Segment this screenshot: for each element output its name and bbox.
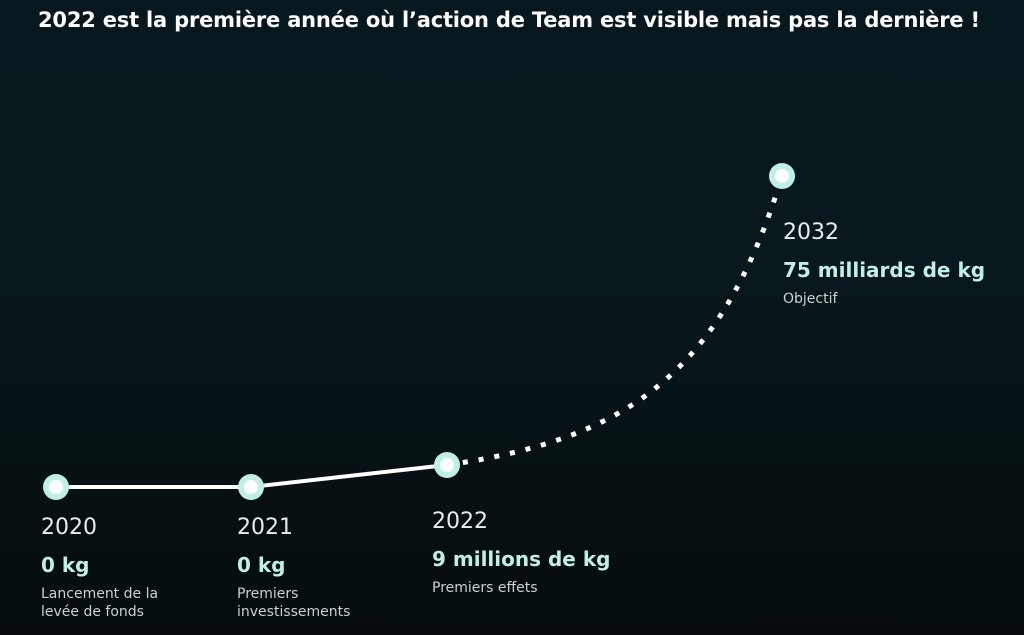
- milestone-node-2032: [769, 163, 795, 189]
- milestone-node-2022: [434, 452, 460, 478]
- milestone-caption-line: Lancement de la: [41, 586, 159, 602]
- milestone-2020: 2020 0 kg Lancement de la levée de fonds: [41, 515, 281, 621]
- milestone-node-2020: [43, 474, 69, 500]
- milestone-year: 2021: [237, 515, 293, 540]
- milestone-year: 2032: [783, 220, 839, 245]
- milestone-year: 2022: [432, 509, 488, 534]
- milestone-amount: 0 kg: [237, 553, 286, 577]
- milestone-2021: 2021 0 kg Premiers investissements: [237, 515, 477, 621]
- page-title: 2022 est la première année où l’action d…: [38, 8, 980, 32]
- milestone-caption: Objectif: [783, 290, 1023, 308]
- milestone-2032: 2032 75 milliards de kg Objectif: [783, 220, 1023, 308]
- milestone-year: 2020: [41, 515, 97, 540]
- milestone-caption-line: Premiers: [237, 586, 299, 602]
- milestone-caption: Lancement de la levée de fonds: [41, 585, 281, 621]
- milestone-amount: 9 millions de kg: [432, 547, 611, 571]
- projection-dotted-curve: [446, 175, 785, 468]
- milestone-2022: 2022 9 millions de kg Premiers effets: [432, 509, 672, 597]
- milestone-amount: 0 kg: [41, 553, 90, 577]
- milestone-caption-line: investissements: [237, 604, 351, 620]
- milestone-amount: 75 milliards de kg: [783, 258, 986, 282]
- milestone-caption: Premiers effets: [432, 579, 672, 597]
- milestone-caption-line: Premiers effets: [432, 580, 538, 596]
- timeline-segment-2021-2022: [250, 463, 448, 489]
- milestone-caption: Premiers investissements: [237, 585, 477, 621]
- milestone-caption-line: levée de fonds: [41, 604, 144, 620]
- milestone-caption-line: Objectif: [783, 291, 838, 307]
- milestone-node-2021: [238, 474, 264, 500]
